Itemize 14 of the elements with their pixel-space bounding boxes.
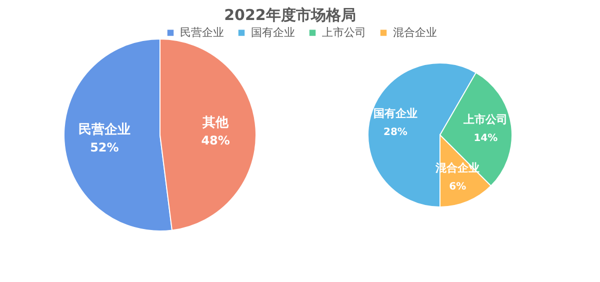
- slice-label: 上市公司: [462, 112, 508, 126]
- text: 2022年度市场格局: [224, 6, 356, 24]
- slice-label: 国有企业: [373, 107, 418, 120]
- slice-label: 民营企业: [78, 121, 130, 138]
- slice-label: 其他: [202, 116, 230, 131]
- data-label: 14%: [474, 132, 498, 144]
- data-label: 6%: [449, 182, 466, 193]
- legend-label: 国有企业: [251, 26, 295, 39]
- legend-label: 混合企业: [393, 26, 437, 39]
- data-label: 28%: [384, 127, 408, 138]
- data-label: 52%: [90, 140, 119, 154]
- legend-label: 民营企业: [180, 26, 224, 39]
- legend-label: 上市公司: [322, 26, 366, 39]
- data-label: 48%: [201, 134, 230, 148]
